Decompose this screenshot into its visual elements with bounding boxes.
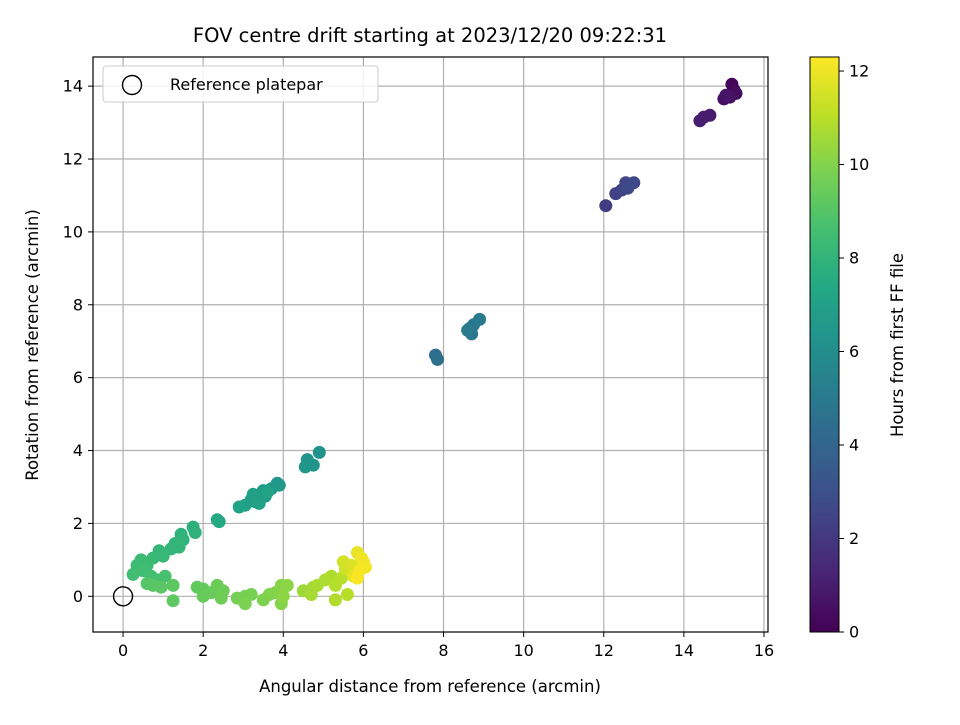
x-axis-ticks: 0 2 4 6 8 10 12 14 16 <box>118 632 774 660</box>
data-point <box>154 580 168 594</box>
data-point <box>276 589 290 603</box>
data-point <box>473 312 487 326</box>
legend-marker-open-circle <box>121 74 143 96</box>
x-tick-label: 14 <box>674 641 694 660</box>
data-point <box>172 540 186 554</box>
data-point <box>328 593 342 607</box>
colorbar-tick-label: 0 <box>849 623 859 642</box>
data-point <box>280 578 294 592</box>
colorbar-label: Hours from first FF file <box>888 253 907 437</box>
x-tick-label: 8 <box>438 641 448 660</box>
x-tick-label: 6 <box>358 641 368 660</box>
data-point <box>340 588 354 601</box>
grid-lines <box>93 57 768 632</box>
y-tick-label: 10 <box>63 222 83 241</box>
data-point <box>693 114 707 128</box>
x-tick-label: 10 <box>513 641 533 660</box>
reference-marker-layer <box>112 586 134 607</box>
y-axis-label: Rotation from reference (arcmin) <box>23 209 42 481</box>
x-tick-label: 4 <box>278 641 288 660</box>
x-tick-label: 0 <box>118 641 128 660</box>
data-point <box>238 597 252 611</box>
data-point <box>188 526 202 539</box>
data-point <box>719 88 733 102</box>
colorbar-tick-label: 6 <box>849 342 859 361</box>
x-tick-label: 12 <box>594 641 614 660</box>
x-axis-label: Angular distance from reference (arcmin) <box>259 677 601 696</box>
colorbar-tick-label: 8 <box>849 249 859 268</box>
data-point <box>260 485 274 499</box>
reference-platepar-marker <box>112 586 134 607</box>
data-point <box>166 594 180 608</box>
legend: Reference platepar <box>102 65 379 103</box>
data-point <box>232 500 246 514</box>
x-tick-label: 2 <box>198 641 208 660</box>
legend-box <box>102 65 379 103</box>
y-tick-label: 0 <box>73 587 83 606</box>
data-point <box>599 199 613 213</box>
data-point <box>703 108 717 122</box>
chart-title: FOV centre drift starting at 2023/12/20 … <box>193 24 667 47</box>
data-point <box>461 323 475 337</box>
plot-frame <box>92 56 769 633</box>
data-points <box>126 77 743 611</box>
data-point <box>126 567 140 581</box>
y-tick-label: 12 <box>63 150 83 169</box>
colorbar-tick-label: 4 <box>849 436 859 455</box>
colorbar-tick-label: 2 <box>849 529 859 548</box>
data-point <box>214 591 228 605</box>
data-point <box>252 496 266 510</box>
data-point <box>158 569 172 583</box>
y-axis-ticks: 0 2 4 6 8 10 12 14 <box>63 77 93 606</box>
colorbar-ticks: 0 2 4 6 8 10 12 <box>839 62 869 642</box>
x-tick-label: 16 <box>754 641 774 660</box>
y-tick-label: 14 <box>63 77 83 96</box>
legend-label-reference-platepar: Reference platepar <box>170 75 323 94</box>
data-point <box>312 445 326 459</box>
data-point <box>350 571 364 585</box>
data-point <box>298 460 312 474</box>
data-point <box>621 181 635 195</box>
y-tick-label: 2 <box>73 514 83 533</box>
colorbar-tick-label: 10 <box>849 155 869 174</box>
data-point <box>156 549 170 563</box>
y-tick-label: 8 <box>73 295 83 314</box>
colorbar <box>809 56 840 633</box>
colorbar-tick-label: 12 <box>849 62 869 81</box>
data-point <box>431 352 444 366</box>
data-point <box>166 578 180 592</box>
y-tick-label: 4 <box>73 441 83 460</box>
data-point <box>210 513 224 527</box>
y-tick-label: 6 <box>73 368 83 387</box>
